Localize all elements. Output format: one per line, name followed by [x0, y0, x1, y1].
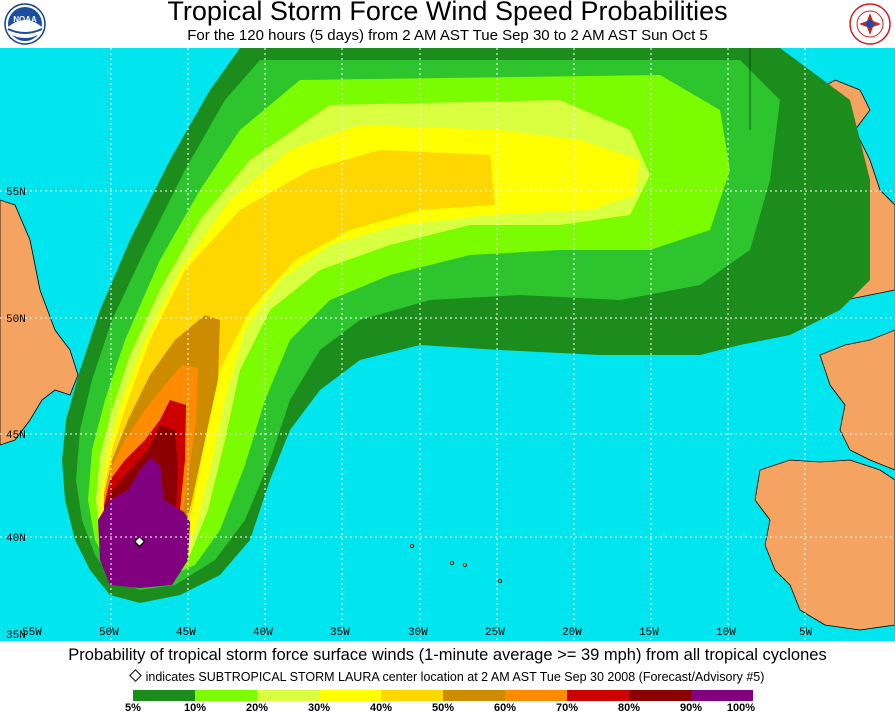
lat-label: 50N	[6, 314, 26, 326]
contour-100pct	[98, 458, 190, 588]
legend-label: 70%	[555, 702, 579, 714]
legend-swatch	[629, 690, 691, 701]
footer: Probability of tropical storm force surf…	[0, 641, 895, 716]
legend-label: 5%	[125, 702, 141, 714]
longitude-labels: 55W 50W 45W 40W 35W 30W 25W 20W 15W 10W …	[22, 627, 813, 639]
lon-label: 45W	[176, 627, 196, 639]
lon-label: 25W	[485, 627, 505, 639]
lon-label: 55W	[22, 627, 42, 639]
legend-label: 90%	[679, 702, 703, 714]
legend-label: 100%	[726, 702, 756, 714]
legend-swatch	[381, 690, 443, 701]
storm-note-text: indicates SUBTROPICAL STORM LAURA center…	[145, 670, 765, 684]
legend-label: 40%	[369, 702, 393, 714]
latitude-labels: 55N 50N 45N 40N 35N	[6, 187, 26, 641]
legend-swatch	[319, 690, 381, 701]
lat-label: 55N	[6, 187, 26, 199]
lon-label: 50W	[99, 627, 119, 639]
graticule	[0, 48, 895, 641]
nws-logo-icon	[849, 3, 891, 45]
lat-label: 45N	[6, 430, 26, 442]
lat-label: 35N	[6, 630, 26, 641]
legend-swatch	[691, 690, 753, 701]
color-legend	[133, 690, 753, 701]
contour-50pct	[104, 150, 495, 570]
lon-label: 30W	[408, 627, 428, 639]
storm-note: indicates SUBTROPICAL STORM LAURA center…	[0, 669, 895, 684]
probability-map: 55N 50N 45N 40N 35N 55W 50W 45W 40W 35W …	[0, 48, 895, 641]
legend-label: 60%	[493, 702, 517, 714]
legend-label: 50%	[431, 702, 455, 714]
svg-text:NOAA: NOAA	[13, 15, 37, 24]
map-title: Tropical Storm Force Wind Speed Probabil…	[167, 0, 728, 26]
map-subtitle: For the 120 hours (5 days) from 2 AM AST…	[187, 27, 708, 44]
legend-swatch	[257, 690, 319, 701]
canada-east	[0, 199, 79, 446]
lon-label: 10W	[716, 627, 736, 639]
legend-swatch	[443, 690, 505, 701]
legend-label: 30%	[307, 702, 331, 714]
lon-label: 40W	[253, 627, 273, 639]
legend-swatch	[195, 690, 257, 701]
legend-swatch	[567, 690, 629, 701]
map-caption: Probability of tropical storm force surf…	[68, 646, 827, 664]
legend-label: 10%	[183, 702, 207, 714]
lon-label: 20W	[562, 627, 582, 639]
legend-swatch	[505, 690, 567, 701]
lon-label: 35W	[330, 627, 350, 639]
lon-label: 5W	[799, 627, 813, 639]
diamond-icon	[128, 669, 142, 682]
iberia	[754, 459, 895, 631]
header: NOAA Tropical Storm Force Wind Speed Pro…	[0, 0, 895, 48]
noaa-logo-icon: NOAA	[4, 3, 46, 45]
probability-contours	[62, 48, 870, 603]
lon-label: 15W	[639, 627, 659, 639]
legend-label: 80%	[617, 702, 641, 714]
legend-label: 20%	[245, 702, 269, 714]
legend-swatch	[133, 690, 195, 701]
france	[819, 329, 895, 471]
lat-label: 40N	[6, 533, 26, 545]
storm-center-marker	[133, 535, 146, 548]
